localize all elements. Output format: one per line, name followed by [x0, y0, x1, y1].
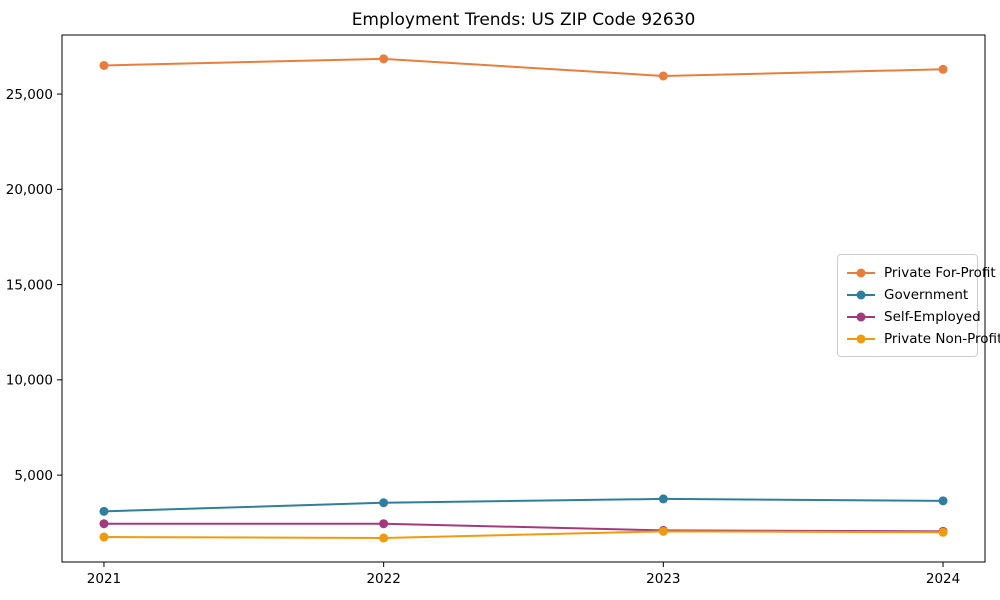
data-point-marker — [99, 60, 109, 70]
y-tick-label: 15,000 — [6, 277, 53, 293]
axes-border — [61, 34, 986, 563]
legend-label: Private For-Profit — [884, 265, 996, 281]
data-point-marker — [99, 506, 109, 516]
data-point-marker — [938, 64, 948, 74]
data-point-marker — [938, 496, 948, 506]
y-tick-label: 20,000 — [6, 182, 53, 198]
y-tick-label: 5,000 — [14, 468, 53, 484]
data-point-marker — [379, 54, 389, 64]
legend-line-marker-icon — [847, 290, 875, 300]
x-tick-label: 2023 — [646, 571, 680, 587]
legend-label: Government — [884, 287, 969, 303]
data-point-marker — [658, 71, 668, 81]
x-tick-label: 2024 — [926, 571, 960, 587]
series-line — [103, 57, 944, 77]
legend-entry: Government — [846, 284, 969, 306]
data-point-marker — [658, 526, 668, 536]
series-line — [103, 522, 944, 533]
x-tick-label: 2021 — [87, 571, 121, 587]
data-point-marker — [379, 533, 389, 543]
legend-line-marker-icon — [847, 312, 875, 322]
legend-line-marker-icon — [847, 334, 875, 344]
x-tick-label: 2022 — [366, 571, 400, 587]
legend-entry: Private Non-Profit — [846, 328, 1000, 350]
legend-line-marker-icon — [847, 268, 875, 278]
data-point-marker — [658, 494, 668, 504]
chart-title: Employment Trends: US ZIP Code 92630 — [351, 10, 696, 30]
legend-label: Private Non-Profit — [884, 331, 1000, 347]
data-point-marker — [99, 519, 109, 529]
legend-entry: Private For-Profit — [846, 262, 996, 284]
data-point-marker — [379, 498, 389, 508]
legend-entry: Self-Employed — [846, 306, 981, 328]
legend-label: Self-Employed — [884, 309, 981, 325]
series-line — [103, 530, 944, 539]
y-tick-label: 10,000 — [6, 373, 53, 389]
series-line — [103, 497, 944, 513]
data-point-marker — [379, 519, 389, 529]
legend: Private For-Profit Government Self-Emplo… — [837, 254, 1000, 357]
y-tick-label: 25,000 — [6, 87, 53, 103]
data-point-marker — [938, 527, 948, 537]
data-point-marker — [99, 532, 109, 542]
